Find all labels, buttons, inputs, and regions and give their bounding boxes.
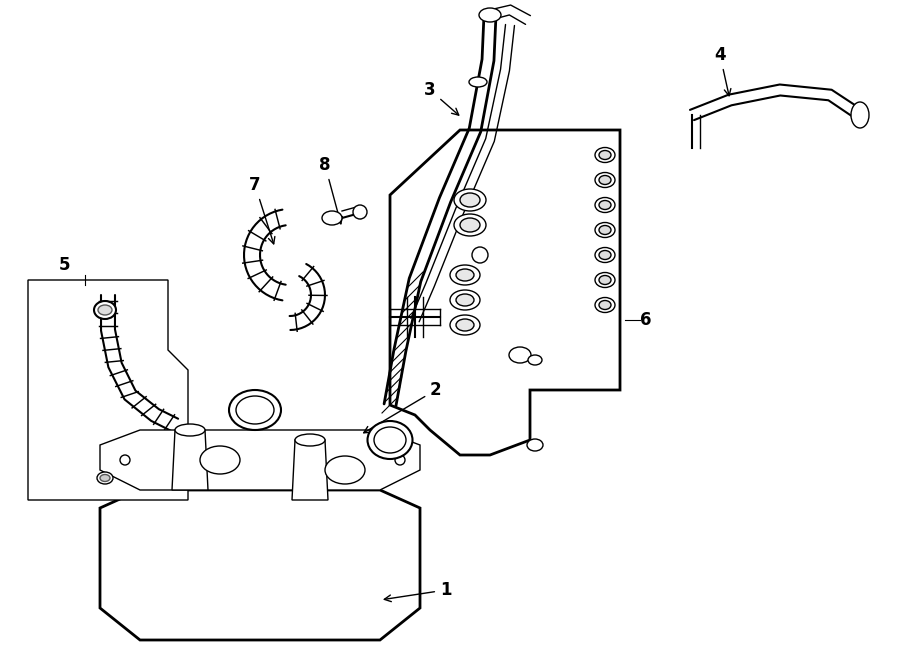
Ellipse shape bbox=[595, 147, 615, 163]
Ellipse shape bbox=[469, 77, 487, 87]
Circle shape bbox=[395, 455, 405, 465]
Ellipse shape bbox=[450, 290, 480, 310]
Ellipse shape bbox=[595, 223, 615, 237]
Ellipse shape bbox=[599, 200, 611, 210]
Ellipse shape bbox=[175, 424, 205, 436]
Ellipse shape bbox=[322, 211, 342, 225]
Ellipse shape bbox=[100, 475, 110, 481]
Ellipse shape bbox=[200, 446, 240, 474]
Ellipse shape bbox=[325, 456, 365, 484]
Polygon shape bbox=[100, 490, 420, 640]
Ellipse shape bbox=[367, 421, 412, 459]
Ellipse shape bbox=[236, 396, 274, 424]
Ellipse shape bbox=[599, 225, 611, 235]
Ellipse shape bbox=[599, 251, 611, 260]
Text: 7: 7 bbox=[249, 176, 274, 244]
Ellipse shape bbox=[374, 427, 406, 453]
Text: 6: 6 bbox=[640, 311, 652, 329]
Ellipse shape bbox=[454, 189, 486, 211]
Ellipse shape bbox=[851, 102, 869, 128]
Circle shape bbox=[353, 205, 367, 219]
Text: 4: 4 bbox=[715, 46, 731, 96]
Ellipse shape bbox=[454, 214, 486, 236]
Ellipse shape bbox=[595, 297, 615, 313]
Circle shape bbox=[472, 247, 488, 263]
Ellipse shape bbox=[595, 247, 615, 262]
Ellipse shape bbox=[599, 301, 611, 309]
Ellipse shape bbox=[460, 193, 480, 207]
Ellipse shape bbox=[595, 173, 615, 188]
Ellipse shape bbox=[295, 434, 325, 446]
Ellipse shape bbox=[456, 294, 474, 306]
Text: 3: 3 bbox=[424, 81, 459, 115]
Ellipse shape bbox=[450, 315, 480, 335]
Polygon shape bbox=[28, 280, 188, 500]
Polygon shape bbox=[100, 430, 420, 490]
Polygon shape bbox=[292, 440, 328, 500]
Ellipse shape bbox=[229, 390, 281, 430]
Ellipse shape bbox=[509, 347, 531, 363]
Text: 8: 8 bbox=[320, 156, 342, 224]
Circle shape bbox=[120, 455, 130, 465]
Ellipse shape bbox=[460, 218, 480, 232]
Polygon shape bbox=[390, 130, 620, 455]
Ellipse shape bbox=[456, 269, 474, 281]
Ellipse shape bbox=[528, 355, 542, 365]
Ellipse shape bbox=[527, 439, 543, 451]
Ellipse shape bbox=[595, 198, 615, 212]
Ellipse shape bbox=[450, 265, 480, 285]
Text: 1: 1 bbox=[384, 581, 452, 602]
Ellipse shape bbox=[599, 151, 611, 159]
Ellipse shape bbox=[94, 301, 116, 319]
Text: 2: 2 bbox=[364, 381, 442, 433]
Ellipse shape bbox=[98, 305, 112, 315]
Ellipse shape bbox=[595, 272, 615, 288]
Ellipse shape bbox=[97, 472, 113, 484]
Ellipse shape bbox=[456, 319, 474, 331]
Ellipse shape bbox=[599, 276, 611, 284]
Text: 5: 5 bbox=[59, 256, 71, 274]
Ellipse shape bbox=[479, 8, 501, 22]
Polygon shape bbox=[172, 430, 208, 490]
Ellipse shape bbox=[599, 176, 611, 184]
